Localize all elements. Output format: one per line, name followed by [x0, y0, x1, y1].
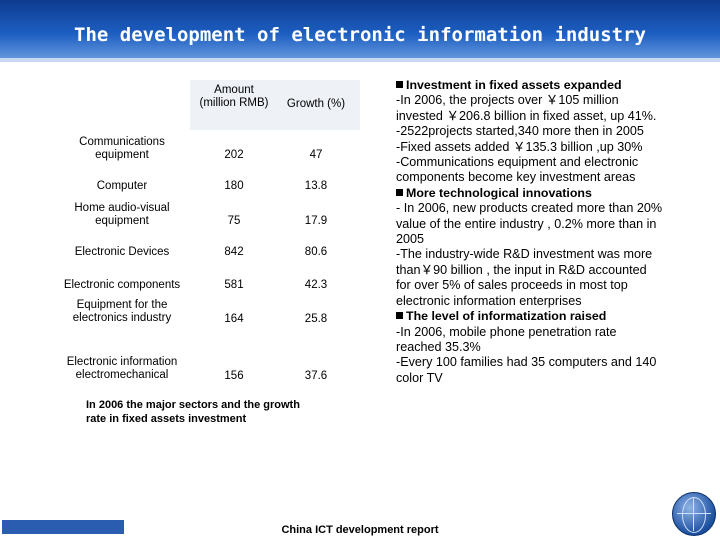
bullet-line: components become key investment areas	[396, 170, 636, 185]
amount-header: Amount (million RMB)	[199, 84, 269, 109]
bullet-line: invested ￥206.8 billion in fixed asset, …	[396, 108, 657, 123]
growth-value: 80.6	[304, 246, 328, 258]
bullet-line: - In 2006, new products created more tha…	[396, 201, 663, 216]
amount-value: 842	[224, 246, 244, 258]
bullet-line: -Every 100 families had 35 computers and…	[396, 355, 657, 370]
bullet-line: for over 5% of sales proceeds in most to…	[396, 278, 628, 293]
bullet-line: electronic information enterprises	[396, 293, 582, 308]
amount-value: 164	[224, 313, 244, 325]
bullet-heading: More technological innovations	[396, 186, 716, 201]
growth-header: Growth (%)	[286, 98, 346, 110]
amount-value: 202	[224, 149, 244, 161]
growth-value: 37.6	[304, 370, 328, 382]
bullet-line: -In 2006, the projects over ￥105 million	[396, 93, 619, 108]
bottom-left-logo	[2, 520, 124, 534]
bullet-line: -2522projects started,340 more then in 2…	[396, 124, 644, 139]
bullet-line: -The industry-wide R&D investment was mo…	[396, 247, 653, 262]
sector-label: Electronic information electromechanical	[66, 356, 178, 381]
table-caption: In 2006 the major sectors and the growth…	[86, 399, 300, 425]
amount-value: 156	[224, 370, 244, 382]
bullet-line: value of the entire industry , 0.2% more…	[396, 216, 657, 231]
amount-value: 75	[227, 215, 241, 227]
bullet-heading: The level of informatization raised	[396, 309, 716, 324]
growth-value: 13.8	[304, 180, 328, 192]
sector-label: Communications equipment	[79, 136, 165, 161]
bullet-line: color TV	[396, 370, 443, 385]
growth-value: 42.3	[304, 279, 328, 291]
bullet-heading: Investment in fixed assets expanded	[396, 78, 716, 93]
title-rule	[0, 58, 720, 62]
bullet-line: -Communications equipment and electronic	[396, 155, 639, 170]
amount-value: 581	[224, 279, 244, 291]
title-bar	[0, 0, 720, 62]
growth-value: 17.9	[304, 215, 328, 227]
sector-label: Electronic Devices	[74, 246, 170, 258]
sector-label: Computer	[96, 180, 148, 192]
sector-label: Equipment for the electronics industry	[72, 299, 172, 324]
bullet-line: reached 35.3%	[396, 339, 481, 354]
bullet-text-column: Investment in fixed assets expanded -In …	[396, 78, 716, 386]
globe-logo-icon	[672, 492, 716, 536]
sector-label: Electronic components	[63, 279, 181, 291]
growth-value: 47	[309, 149, 323, 161]
sector-label: Home audio-visual equipment	[74, 202, 170, 227]
table-header-background	[190, 80, 360, 130]
square-bullet-icon	[396, 312, 403, 320]
footer-source: China ICT development report	[281, 524, 439, 536]
bullet-line: 2005	[396, 232, 425, 247]
bullet-line: -Fixed assets added ￥135.3 billion ,up 3…	[396, 139, 643, 154]
square-bullet-icon	[396, 188, 403, 196]
square-bullet-icon	[396, 81, 403, 88]
bullet-line: -In 2006, mobile phone penetration rate	[396, 324, 617, 339]
page-title: The development of electronic informatio…	[74, 24, 646, 46]
amount-value: 180	[224, 180, 244, 192]
bullet-line: than￥90 billion , the input in R&D accou…	[396, 262, 647, 277]
growth-value: 25.8	[304, 313, 328, 325]
